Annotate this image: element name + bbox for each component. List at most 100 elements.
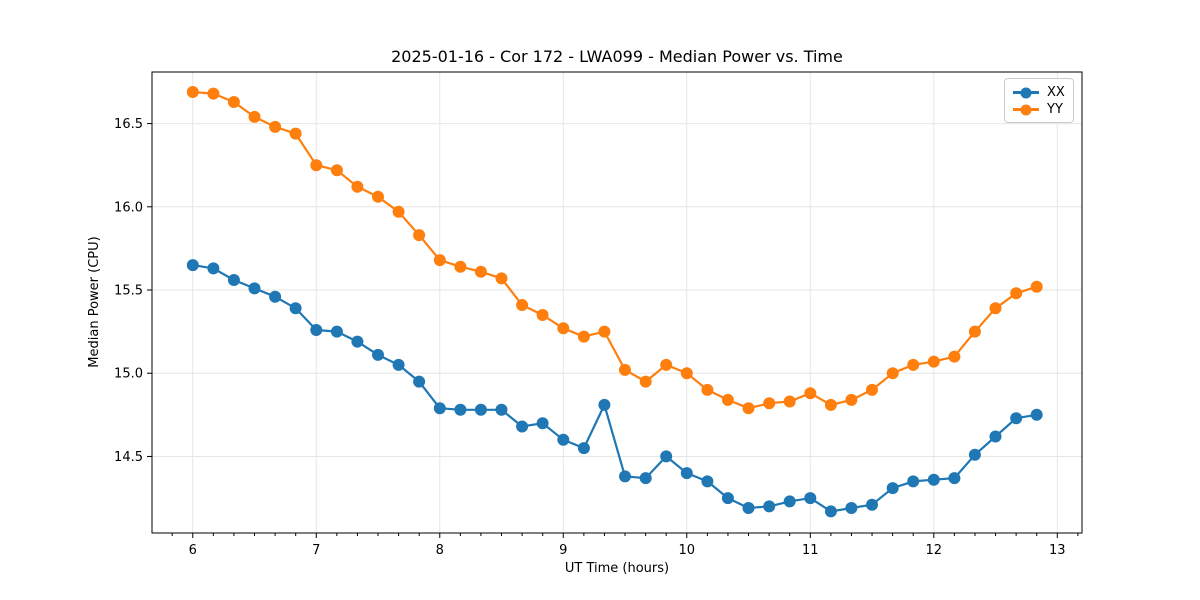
legend-entry-yy: YY xyxy=(1013,101,1065,118)
data-point-xx xyxy=(598,398,611,411)
grid-layer xyxy=(152,72,1082,533)
x-tick-label: 9 xyxy=(559,543,567,558)
data-point-yy xyxy=(660,358,673,371)
data-point-yy xyxy=(248,110,261,123)
data-point-yy xyxy=(701,383,714,396)
data-point-xx xyxy=(454,403,467,416)
series-line-xx xyxy=(191,264,1038,513)
data-point-xx xyxy=(516,420,529,433)
data-point-yy xyxy=(845,393,858,406)
data-point-yy xyxy=(227,96,240,108)
data-point-xx xyxy=(289,302,302,315)
legend-marker-icon xyxy=(1020,87,1032,98)
data-point-xx xyxy=(886,482,899,495)
data-point-yy xyxy=(454,260,467,273)
legend: XX YY xyxy=(1004,78,1074,123)
data-point-xx xyxy=(824,505,837,518)
x-tick-label: 13 xyxy=(1049,543,1066,558)
data-point-xx xyxy=(227,274,240,286)
legend-entry-xx: XX xyxy=(1013,84,1065,101)
data-point-xx xyxy=(639,472,652,485)
data-point-yy xyxy=(866,383,878,396)
x-tick-label: 8 xyxy=(436,543,444,558)
data-point-yy xyxy=(639,375,652,388)
data-point-xx xyxy=(701,475,714,488)
data-point-xx xyxy=(433,402,446,415)
data-point-yy xyxy=(619,363,631,376)
legend-marker-icon xyxy=(1020,104,1032,115)
data-point-xx xyxy=(474,403,487,416)
legend-label: XX xyxy=(1047,85,1065,100)
data-point-yy xyxy=(907,358,920,371)
axes-layer xyxy=(147,71,1083,538)
y-tick-label: 16.0 xyxy=(114,200,143,215)
y-tick-label: 16.5 xyxy=(114,117,143,132)
data-point-xx xyxy=(742,502,755,514)
data-point-xx xyxy=(680,467,693,480)
data-point-yy xyxy=(516,299,529,311)
x-tick-label: 10 xyxy=(679,543,696,558)
data-point-yy xyxy=(886,367,899,380)
data-point-yy xyxy=(598,325,611,338)
data-point-xx xyxy=(845,502,858,514)
x-tick-label: 11 xyxy=(802,543,819,558)
data-point-xx xyxy=(269,290,282,303)
data-point-xx xyxy=(557,433,570,446)
data-point-yy xyxy=(948,350,961,363)
data-point-xx xyxy=(1030,408,1043,421)
data-point-xx xyxy=(536,417,549,430)
data-point-xx xyxy=(783,495,796,508)
data-point-yy xyxy=(1030,280,1043,293)
y-axis-label: Median Power (CPU) xyxy=(87,236,102,367)
data-point-yy xyxy=(474,265,487,278)
data-point-yy xyxy=(433,254,446,267)
y-tick-label: 15.0 xyxy=(114,367,143,382)
data-point-xx xyxy=(866,498,878,511)
x-tick-label: 12 xyxy=(926,543,943,558)
x-axis-label: UT Time (hours) xyxy=(565,561,669,576)
data-point-yy xyxy=(577,330,590,343)
x-tick-label: 6 xyxy=(189,543,197,558)
data-point-xx xyxy=(907,475,920,488)
data-point-xx xyxy=(330,325,343,338)
data-point-xx xyxy=(968,448,981,461)
data-point-xx xyxy=(310,324,323,336)
data-point-yy xyxy=(763,397,776,410)
data-point-xx xyxy=(804,492,817,505)
data-point-xx xyxy=(207,262,220,275)
data-point-yy xyxy=(968,325,981,338)
legend-label: YY xyxy=(1047,102,1063,117)
chart-title: 2025-01-16 - Cor 172 - LWA099 - Median P… xyxy=(391,47,843,66)
tick-label-layer: 6 7 8 9 10 11 12 13 14.5 15.0 15.5 16.0 16.5 xyxy=(114,117,1066,558)
data-point-yy xyxy=(721,393,734,406)
data-point-xx xyxy=(186,259,199,272)
data-point-yy xyxy=(557,322,570,335)
data-point-yy xyxy=(413,229,426,242)
data-point-yy xyxy=(310,159,323,172)
data-point-yy xyxy=(1010,287,1023,300)
data-point-xx xyxy=(619,470,631,483)
data-point-xx xyxy=(1010,412,1023,425)
data-point-yy xyxy=(783,395,796,408)
data-point-yy xyxy=(742,402,755,415)
data-point-yy xyxy=(680,367,693,380)
legend-line-sample xyxy=(1013,87,1039,98)
data-point-yy xyxy=(207,87,220,100)
data-point-xx xyxy=(989,430,1002,443)
data-point-xx xyxy=(660,450,673,463)
y-tick-label: 15.5 xyxy=(114,284,143,299)
data-point-xx xyxy=(248,282,261,295)
data-point-xx xyxy=(721,492,734,505)
data-point-yy xyxy=(536,309,549,321)
data-point-yy xyxy=(824,398,837,411)
data-point-yy xyxy=(269,120,282,133)
data-point-xx xyxy=(927,473,940,486)
data-point-xx xyxy=(763,500,776,513)
data-point-yy xyxy=(495,272,508,285)
data-point-yy xyxy=(330,164,343,177)
legend-line-sample xyxy=(1013,104,1039,115)
data-point-yy xyxy=(186,86,199,98)
data-point-xx xyxy=(948,472,961,485)
